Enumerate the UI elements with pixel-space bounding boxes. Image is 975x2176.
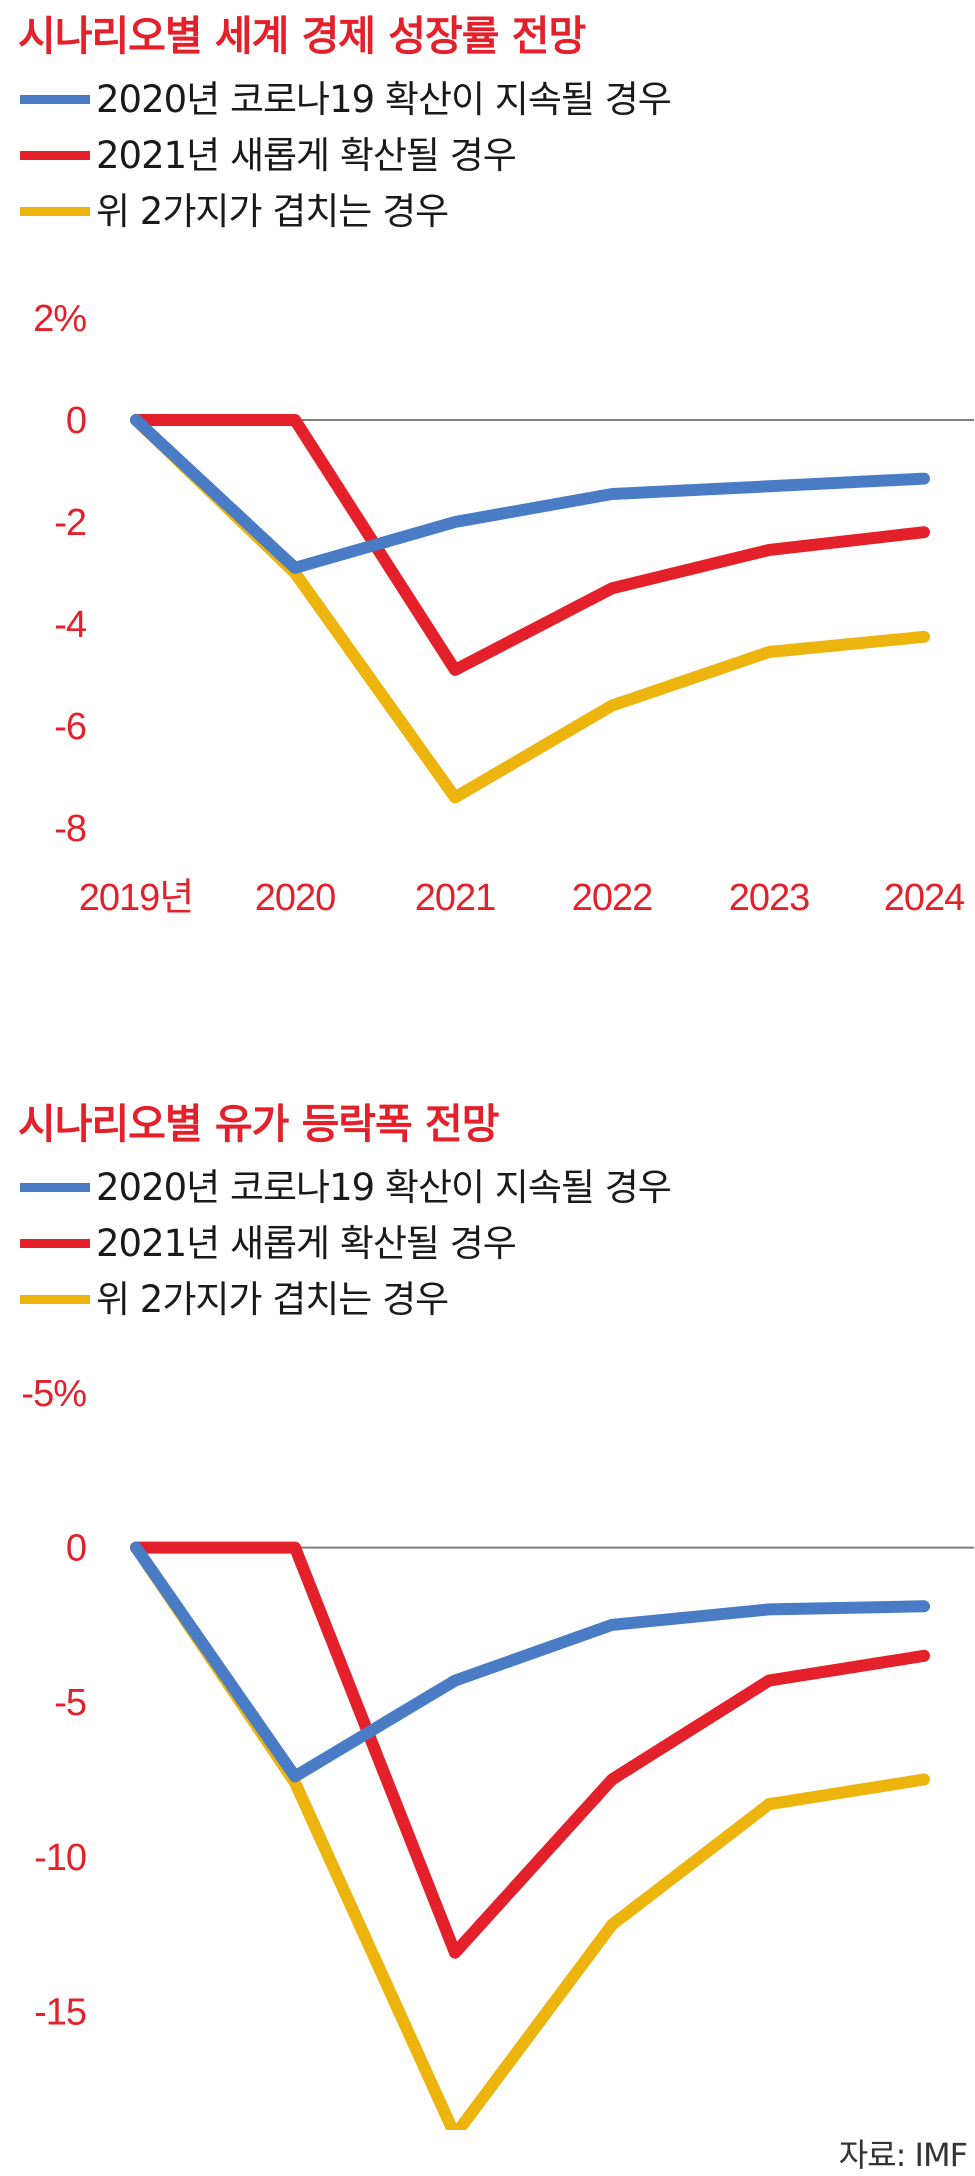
legend-swatch-blue — [20, 95, 90, 104]
chart-title: 시나리오별 세계 경제 성장률 전망 — [18, 12, 586, 60]
y-tick-label: -5% — [21, 1373, 86, 1415]
legend-swatch-yellow — [20, 207, 90, 216]
oil-chart-panel: 시나리오별 유가 등락폭 전망 2020년 코로나19 확산이 지속될 경우 2… — [0, 1090, 975, 2130]
legend-label: 위 2가지가 겹치는 경우 — [96, 1278, 449, 1321]
x-tick-label: 2024 — [884, 877, 965, 919]
x-tick-label: 2022 — [572, 877, 653, 919]
legend-swatch-yellow — [20, 1295, 90, 1304]
y-tick-label: -15 — [34, 1991, 86, 2033]
series-line-1 — [130, 1541, 930, 1783]
legend-label: 2021년 새롭게 확산될 경우 — [96, 134, 517, 177]
oil-line-chart: -5%0-5-10-15-202019년20202021202220232024 — [21, 1373, 974, 2130]
source-note: 자료: IMF — [838, 2136, 968, 2174]
y-tick-label: 2% — [33, 298, 86, 340]
x-tick-label: 2019년 — [79, 877, 194, 919]
chart-title: 시나리오별 유가 등락폭 전망 — [18, 1100, 499, 1148]
legend-label: 2020년 코로나19 확산이 지속될 경우 — [96, 1166, 672, 1209]
series-line-3 — [130, 414, 930, 804]
y-tick-label: 0 — [66, 400, 86, 442]
x-tick-label: 2021 — [415, 877, 496, 919]
series-line-2 — [130, 1541, 930, 1959]
legend-label: 2021년 새롭게 확산될 경우 — [96, 1222, 517, 1265]
series-line-3 — [130, 1541, 930, 2130]
y-tick-label: -8 — [54, 808, 86, 850]
legend-label: 2020년 코로나19 확산이 지속될 경우 — [96, 78, 672, 121]
y-tick-label: -6 — [54, 706, 86, 748]
legend-swatch-red — [20, 151, 90, 160]
y-tick-label: -4 — [54, 604, 87, 646]
x-tick-label: 2020 — [255, 877, 336, 919]
legend-swatch-blue — [20, 1183, 90, 1192]
legend-swatch-red — [20, 1239, 90, 1248]
growth-line-chart: 2% 0 -2 -4 -6 -8 2019년 2020 2021 2022 2023 2024 — [33, 298, 974, 919]
y-tick-label: -2 — [54, 502, 86, 544]
series-line-2 — [130, 414, 930, 676]
x-tick-label: 2023 — [729, 877, 810, 919]
y-tick-label: -5 — [54, 1682, 86, 1724]
series-line-1 — [130, 414, 930, 574]
growth-chart-panel: 시나리오별 세계 경제 성장률 전망 2020년 코로나19 확산이 지속될 경… — [0, 0, 975, 1000]
legend-label: 위 2가지가 겹치는 경우 — [96, 190, 449, 233]
y-tick-label: -10 — [34, 1837, 86, 1879]
y-tick-label: 0 — [66, 1528, 86, 1570]
